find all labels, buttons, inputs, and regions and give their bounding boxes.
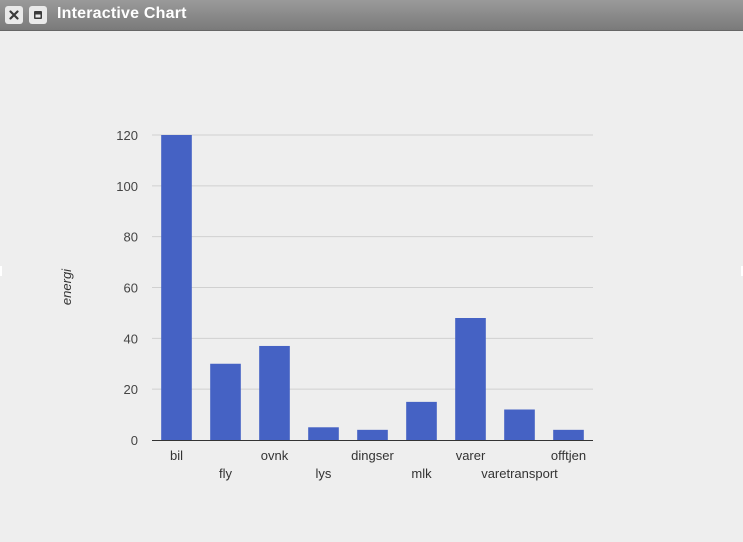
bar-bil[interactable]: [161, 135, 192, 440]
y-axis-label: energi: [59, 268, 74, 305]
left-edge-marker: [0, 266, 2, 276]
y-tick-label: 40: [124, 331, 138, 346]
x-tick-label: ovnk: [261, 448, 289, 463]
maximize-icon: [34, 11, 42, 19]
bar-ovnk[interactable]: [259, 345, 290, 440]
bar-varetransport[interactable]: [504, 409, 535, 441]
bar-offtjen[interactable]: [553, 429, 584, 440]
maximize-button[interactable]: [29, 6, 47, 24]
y-tick-label: 60: [124, 281, 138, 296]
y-tick-label: 20: [124, 382, 138, 397]
y-tick-label: 0: [131, 433, 138, 448]
bar-fly[interactable]: [210, 363, 241, 440]
bar-dingser[interactable]: [357, 429, 388, 440]
y-tick-label: 120: [116, 128, 138, 143]
x-tick-label: varer: [456, 448, 486, 463]
bar-chart: 0 20 40 60 80 100 120 bil fly ovnk lys dingser mlk va…: [59, 128, 593, 481]
bar-lys[interactable]: [308, 427, 339, 440]
y-tick-label: 100: [116, 179, 138, 194]
close-button[interactable]: [5, 6, 23, 24]
y-tick-label: 80: [124, 230, 138, 245]
close-icon: [9, 10, 19, 20]
bar-varer[interactable]: [455, 318, 486, 440]
x-tick-label: lys: [316, 466, 332, 481]
x-tick-label: offtjen: [551, 448, 586, 463]
x-tick-label: varetransport: [481, 466, 558, 481]
window-titlebar: Interactive Chart: [0, 0, 743, 31]
window-title: Interactive Chart: [57, 5, 187, 22]
x-tick-label: dingser: [351, 448, 394, 463]
x-tick-label: mlk: [411, 466, 432, 481]
x-tick-label: bil: [170, 448, 183, 463]
right-edge-marker: [741, 266, 743, 276]
x-tick-label: fly: [219, 466, 233, 481]
bar-mlk[interactable]: [406, 401, 437, 440]
